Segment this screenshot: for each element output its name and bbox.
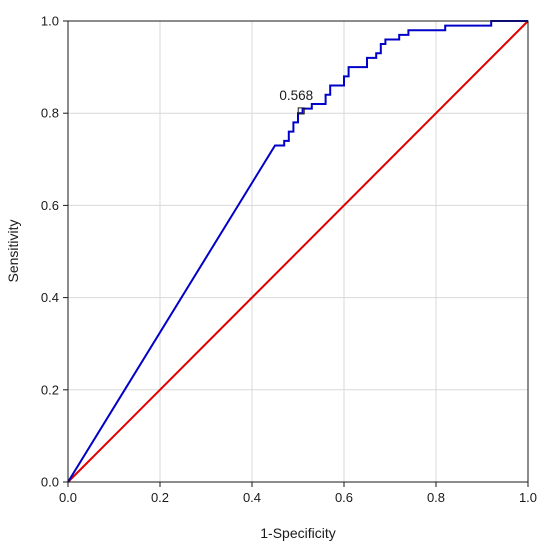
x-tick-label: 0.8 [427,490,445,505]
x-tick-label: 0.6 [335,490,353,505]
x-axis-label: 1-Specificity [260,525,335,541]
y-tick-label: 0.6 [41,198,59,213]
grid-lines [68,21,528,482]
y-tick-label: 1.0 [41,14,59,29]
tick-marks [63,20,529,487]
y-tick-label: 0.8 [41,106,59,121]
y-tick-label: 0.4 [41,290,59,305]
x-tick-label: 1.0 [519,490,537,505]
reference-diagonal-line [67,20,529,483]
x-tick-label: 0.0 [59,490,77,505]
cutoff-value-label: 0.568 [279,88,313,103]
y-tick-labels: 0.0 0.2 0.4 0.6 0.8 1.0 [41,14,59,490]
y-axis-label: Sensitivity [5,219,21,282]
y-tick-label: 0.0 [41,475,59,490]
annotation-layer: 0.568 [279,88,313,115]
x-tick-label: 0.4 [243,490,261,505]
y-tick-label: 0.2 [41,382,59,397]
roc-curve-line [67,20,528,483]
series-layer [67,20,529,483]
cutoff-point-marker [297,107,305,115]
plot-frame [67,20,529,483]
x-tick-label: 0.2 [151,490,169,505]
x-tick-labels: 0.0 0.2 0.4 0.6 0.8 1.0 [59,490,537,505]
